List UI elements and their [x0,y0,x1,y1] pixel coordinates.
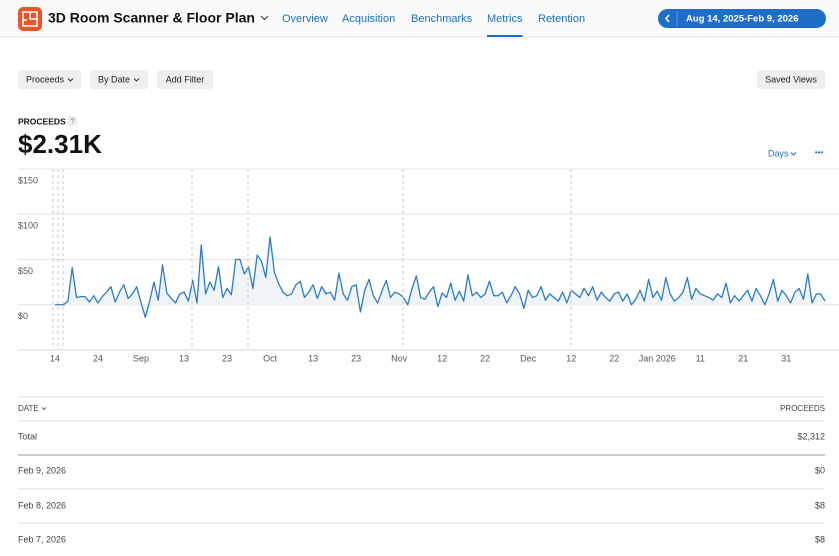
filter-label[interactable]: Add Filter [166,74,205,84]
x-tick-label: 31 [781,353,791,363]
filter-label[interactable]: Proceeds [26,74,65,84]
x-tick-label: 22 [609,353,619,363]
y-tick-label: $100 [18,221,38,231]
x-tick-label: 21 [738,353,748,363]
x-tick-label: Sep [133,353,149,363]
table: DATE PROCEEDS Total $2,312 Feb 9, 2026 $0 Feb … [18,396,825,544]
y-tick-label: $150 [18,175,38,185]
table-cell: Feb 7, 2026 [18,534,66,544]
x-tick-label: 13 [308,353,318,363]
filter-button[interactable] [157,70,213,89]
date-range[interactable]: Aug 14, 2025-Feb 9, 2026 [686,14,798,25]
y-tick-label: $0 [18,311,28,321]
x-tick-label: Dec [520,353,537,363]
table-cell: Feb 8, 2026 [18,500,66,510]
x-tick-label: Nov [391,353,408,363]
x-tick-label: 13 [179,353,189,363]
app-menu-chevron[interactable] [260,15,269,21]
app-icon-glyph [23,12,37,21]
nav-tab[interactable]: Benchmarks [411,13,473,25]
saved-views-label[interactable]: Saved Views [765,74,817,84]
nav-tab[interactable]: Overview [282,13,328,25]
x-tick-label: 12 [566,353,576,363]
column-header[interactable]: PROCEEDS [780,404,825,413]
filter-label[interactable]: By Date [98,74,130,84]
nav-tab[interactable]: Acquisition [342,13,395,25]
table-cell: $0 [815,465,825,475]
table-cell: $8 [815,500,825,510]
nav-tab[interactable]: Metrics [487,13,523,25]
date-range-pill[interactable] [658,9,826,28]
filter-button[interactable] [90,70,148,89]
column-header[interactable]: DATE [18,404,39,413]
granularity[interactable]: Days [768,148,789,158]
x-tick-label: 22 [480,353,490,363]
more-menu[interactable]: ••• [815,148,824,157]
nav-tab[interactable]: Retention [538,13,585,25]
x-tick-label: 24 [93,353,103,363]
chevron [67,78,74,82]
chevron [133,78,140,82]
date-prev[interactable] [665,14,670,23]
help-icon[interactable]: ? [71,118,75,125]
app-name[interactable]: 3D Room Scanner & Floor Plan [48,10,255,26]
y-tick-label: $50 [18,266,33,276]
table-cell: Total [18,431,37,441]
x-tick-label: 23 [222,353,232,363]
area [55,236,825,318]
x-tick-label: 14 [50,353,60,363]
help-box[interactable] [68,116,77,126]
x-tick-label: 11 [696,353,705,363]
chart: $0 $50 $100 $150 14 24 Sep 13 23 Oct 13 23 Nov 12 22 De… [18,168,839,363]
saved-views-button[interactable] [757,70,825,89]
table-cell: $8 [815,534,825,544]
chevron [790,152,797,156]
table-cell: Feb 9, 2026 [18,465,66,475]
line [55,236,826,319]
metric-total: $2.31K [18,129,102,159]
x-tick-label: 12 [437,353,447,363]
sort-chevron [41,407,47,411]
x-tick-label: Jan 2026 [639,353,676,363]
x-tick-label: 23 [351,353,361,363]
metric-label: PROCEEDS [18,116,66,126]
x-tick-label: Oct [263,353,278,363]
active-tab-underline [487,35,523,37]
filter-button[interactable] [18,70,81,89]
table-cell: $2,312 [797,431,825,441]
